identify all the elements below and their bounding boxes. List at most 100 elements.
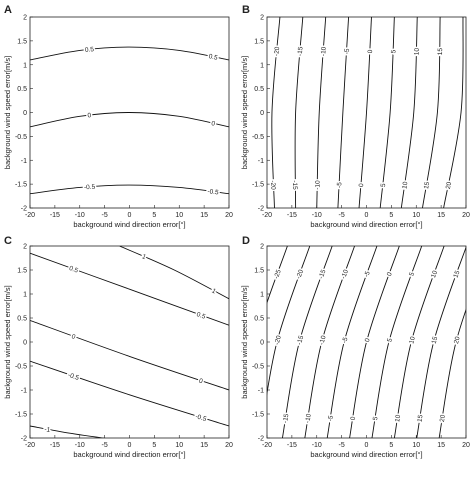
- x-tick-label: -10: [312, 212, 322, 219]
- contour-line: [349, 246, 400, 438]
- contour-label: 5: [380, 183, 387, 188]
- contour-line: [393, 246, 445, 438]
- x-tick-label: 20: [462, 212, 470, 219]
- x-tick-label: 15: [200, 212, 208, 219]
- panel-group: B-20 -15 -10 -5 0 5 10 15 20-2-1.5-1-0.500.511.5…: [240, 4, 470, 229]
- y-tick-label: -2: [21, 436, 27, 443]
- contour-label: -15: [297, 46, 305, 56]
- x-tick-label: -15: [287, 442, 297, 449]
- contour-label: 1: [141, 253, 147, 261]
- x-tick-label: -20: [262, 442, 272, 449]
- x-tick-label: -20: [25, 442, 35, 449]
- contour-label: -5: [363, 270, 372, 278]
- contour-line: [30, 46, 229, 61]
- x-tick-label: 15: [200, 442, 208, 449]
- contour-label: -20: [269, 180, 276, 190]
- y-tick-label: 1: [260, 62, 264, 69]
- x-tick-label: 5: [152, 442, 156, 449]
- x-tick-label: 15: [437, 442, 445, 449]
- contour-label: 15: [437, 48, 444, 56]
- contour-line: [271, 17, 281, 208]
- x-tick-label: -10: [312, 442, 322, 449]
- y-tick-label: -2: [258, 206, 264, 213]
- x-tick-label: 0: [128, 442, 132, 449]
- contour-label: 15: [417, 414, 425, 423]
- x-tick-label: -10: [75, 442, 85, 449]
- contour-line: [30, 112, 229, 128]
- x-tick-label: 20: [225, 212, 233, 219]
- y-tick-label: -1.5: [252, 412, 264, 419]
- panel-group: A-20 -15 -10 -5 0 5 10 15 20-2-1.5-1-0.500.511.5…: [3, 4, 233, 229]
- contour-label: 5: [390, 49, 397, 53]
- contour-line: [30, 252, 229, 326]
- contours: [271, 17, 464, 208]
- x-tick-label: 5: [152, 212, 156, 219]
- contour-line: [326, 246, 378, 438]
- y-tick-label: -1.5: [15, 412, 27, 419]
- panel-label: D: [242, 235, 250, 247]
- y-tick-label: -0.5: [252, 134, 264, 141]
- y-tick-label: 1.5: [17, 38, 27, 45]
- y-axis-label: background wind speed error[m/s]: [240, 56, 249, 169]
- y-tick-label: 1.5: [254, 268, 264, 275]
- contour-label: -0.5: [207, 188, 219, 197]
- contour-line: [267, 246, 288, 304]
- y-tick-label: 2: [260, 244, 264, 251]
- x-tick-label: -15: [50, 212, 60, 219]
- y-tick-label: -1: [21, 388, 27, 395]
- y-tick-label: -0.5: [15, 364, 27, 371]
- contour-line: [422, 17, 441, 208]
- y-axis-label: background wind speed error[m/s]: [3, 285, 12, 398]
- x-tick-label: 0: [365, 212, 369, 219]
- y-tick-label: -1: [21, 158, 27, 165]
- x-tick-label: -20: [262, 212, 272, 219]
- y-tick-label: 0: [23, 340, 27, 347]
- contour-label: -5: [327, 415, 335, 422]
- contour-line: [400, 17, 418, 208]
- y-tick-label: -0.5: [252, 364, 264, 371]
- contour-labels: -20 -20 -15 -15 -10 -10 -5 -5 0 0 5 5 10 10 15 15 20: [268, 44, 455, 191]
- contour-label: 0: [358, 183, 365, 188]
- x-tick-label: -5: [339, 212, 345, 219]
- x-tick-label: 0: [365, 442, 369, 449]
- contour-label: -10: [314, 180, 321, 190]
- contour-label: 5: [372, 416, 380, 421]
- contour-label: -10: [304, 413, 312, 424]
- contour-line: [443, 17, 464, 208]
- panel-label: B: [242, 4, 250, 16]
- contour-line: [30, 425, 107, 438]
- y-tick-label: -1: [258, 158, 264, 165]
- x-tick-label: 20: [462, 442, 470, 449]
- panel-group: C-20 -15 -10 -5 0 5 10 15 20-2-1.5-1-0.500.511.5…: [3, 235, 233, 459]
- contour-label: -5: [341, 336, 349, 344]
- x-tick-label: 20: [225, 442, 233, 449]
- contour-label: 0: [386, 271, 394, 277]
- y-tick-label: 0.5: [17, 86, 27, 93]
- y-axis-label: background wind speed error[m/s]: [240, 285, 249, 398]
- y-tick-label: 1: [260, 292, 264, 299]
- contour-line: [30, 319, 229, 391]
- x-tick-label: -10: [75, 212, 85, 219]
- contour-label: -15: [291, 180, 298, 190]
- contour-label: -1: [44, 426, 51, 434]
- contour-label: 20: [439, 414, 447, 423]
- x-tick-label: -15: [287, 212, 297, 219]
- y-axis-label: background wind speed error[m/s]: [3, 56, 12, 169]
- contour-line: [379, 17, 395, 208]
- y-tick-label: 2: [260, 15, 264, 22]
- x-axis-label: background wind direction error[°]: [73, 220, 185, 229]
- contour-line: [316, 17, 327, 208]
- x-tick-label: 15: [437, 212, 445, 219]
- contour-line: [371, 246, 423, 438]
- y-tick-label: 2: [23, 244, 27, 251]
- contour-line: [416, 246, 466, 438]
- y-tick-label: 1.5: [17, 268, 27, 275]
- contour-labels: 0.5 0.5 0 0 -0.5 -0.5: [82, 45, 221, 199]
- y-tick-label: 0.5: [17, 316, 27, 323]
- contour-line: [358, 17, 372, 208]
- contour-label: 15: [423, 181, 431, 190]
- y-tick-label: 0: [260, 110, 264, 117]
- contour-label: -20: [273, 46, 281, 56]
- contour-line: [267, 246, 311, 396]
